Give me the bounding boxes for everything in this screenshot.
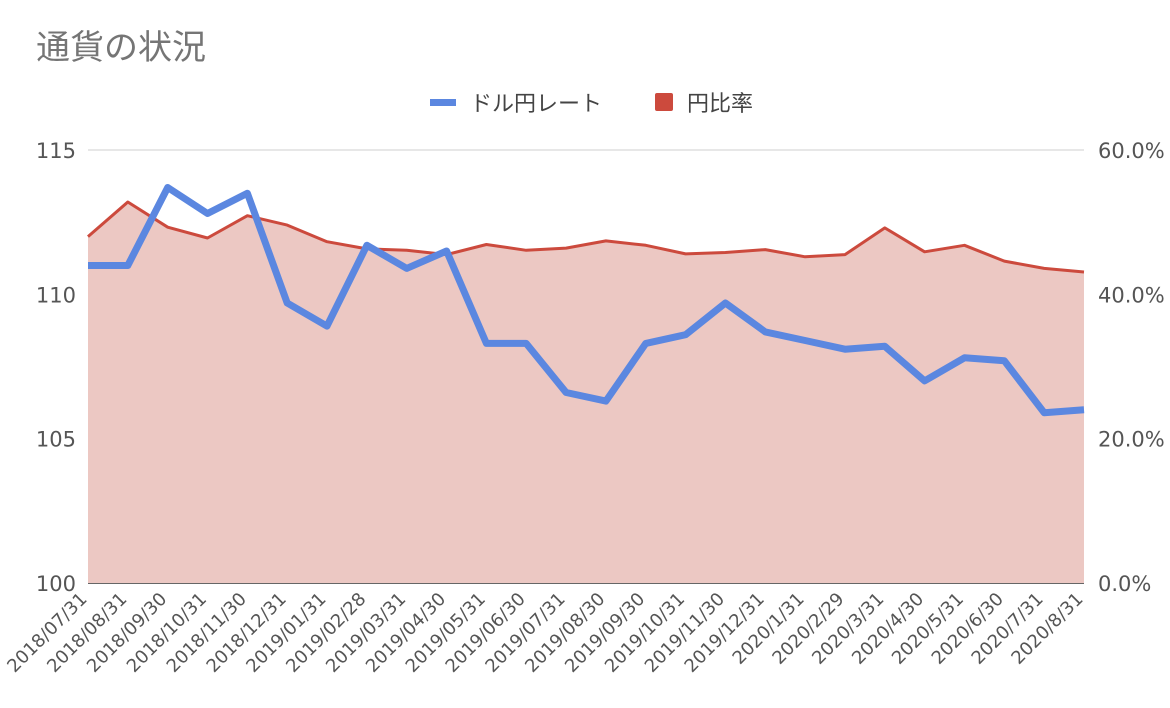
right-axis-tick-label: 40.0%	[1098, 283, 1165, 307]
legend-box-swatch	[655, 93, 673, 111]
right-axis-tick-label: 60.0%	[1098, 139, 1165, 163]
dollar-yen-line	[88, 184, 1085, 417]
left-axis-tick-label: 110	[36, 283, 76, 307]
legend-label-dollar-yen: ドル円レート	[470, 92, 603, 117]
legend: ドル円レート 円比率	[0, 86, 1170, 118]
dollar-yen-line-layer	[87, 184, 1085, 417]
right-axis-tick-label: 0.0%	[1098, 572, 1151, 596]
left-axis-tick-label: 100	[36, 572, 76, 596]
left-axis-tick-label: 105	[36, 428, 76, 452]
chart-title: 通貨の状況	[36, 28, 206, 68]
legend-label-yen-ratio: 円比率	[687, 92, 754, 117]
yen-ratio-area-layer	[87, 200, 1085, 583]
left-axis-tick-label: 115	[36, 139, 76, 163]
right-axis-tick-label: 20.0%	[1098, 428, 1165, 452]
legend-item-yen-ratio[interactable]: 円比率	[655, 86, 753, 118]
legend-item-dollar-yen[interactable]: ドル円レート	[430, 86, 602, 118]
legend-line-swatch	[430, 98, 456, 106]
yen-ratio-area-fill	[88, 202, 1084, 583]
